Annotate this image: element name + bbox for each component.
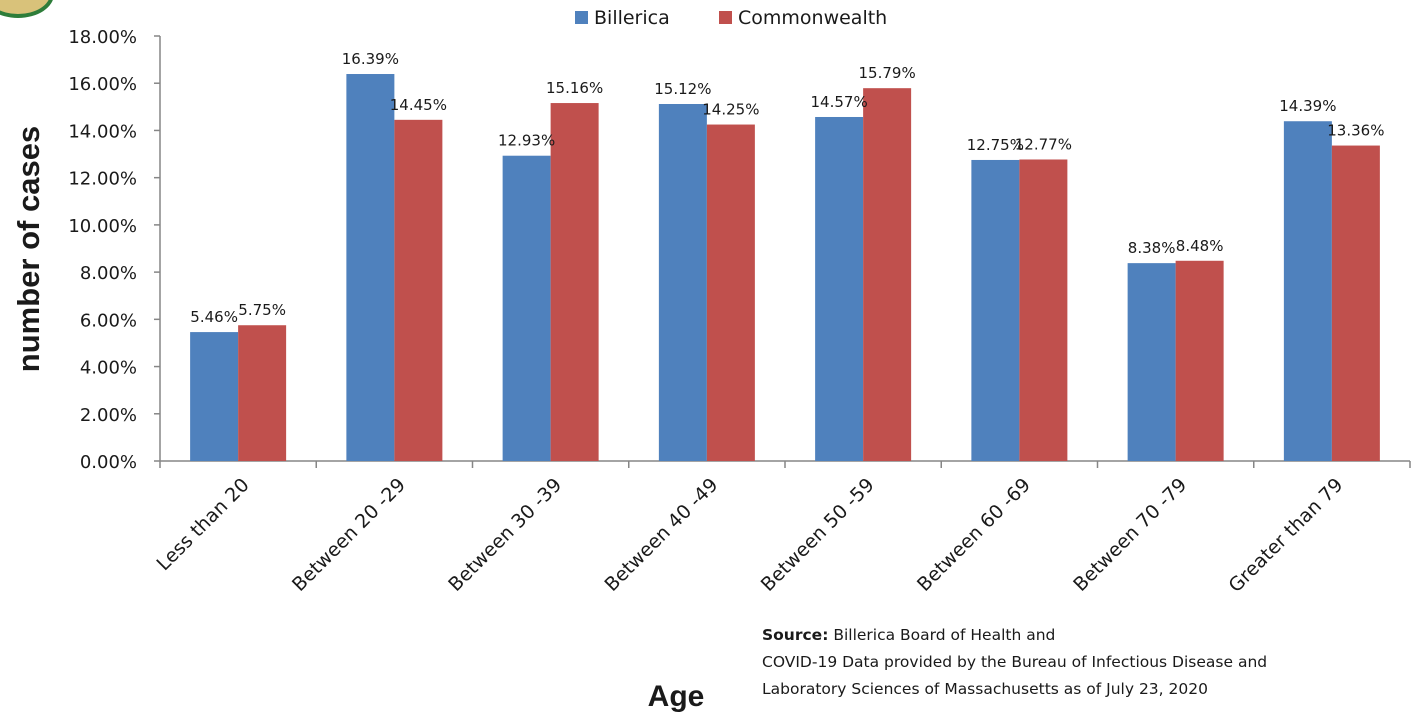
y-tick-label: 16.00% xyxy=(68,74,137,95)
bar-commonwealth-4 xyxy=(863,88,912,462)
y-tick-label: 10.00% xyxy=(68,216,137,237)
category-label: Between 70 -79 xyxy=(1069,474,1191,596)
data-label-billerica-5: 12.75% xyxy=(967,136,1024,154)
data-label-billerica-0: 5.46% xyxy=(190,308,238,326)
data-label-billerica-4: 14.57% xyxy=(811,93,868,111)
bar-commonwealth-0 xyxy=(238,325,287,461)
data-label-commonwealth-1: 14.45% xyxy=(390,96,447,114)
category-label: Between 20 -29 xyxy=(288,474,410,596)
category-label: Between 30 -39 xyxy=(444,474,566,596)
category-label: Between 60 -69 xyxy=(913,474,1035,596)
data-label-commonwealth-7: 13.36% xyxy=(1327,122,1384,140)
x-axis-title: Age xyxy=(648,680,705,713)
y-tick-label: 8.00% xyxy=(80,263,137,284)
data-label-commonwealth-3: 14.25% xyxy=(702,101,759,119)
category-label: Less than 20 xyxy=(152,474,253,575)
legend-swatch-commonwealth xyxy=(719,11,732,24)
data-label-commonwealth-4: 15.79% xyxy=(859,64,916,82)
data-label-billerica-6: 8.38% xyxy=(1128,239,1176,257)
category-label: Between 40 -49 xyxy=(600,474,722,596)
bar-billerica-4 xyxy=(815,116,864,461)
y-tick-label: 6.00% xyxy=(80,310,137,331)
bar-billerica-1 xyxy=(346,74,395,461)
bar-commonwealth-5 xyxy=(1019,159,1068,461)
legend-label-billerica: Billerica xyxy=(594,7,670,29)
category-label: Between 50 -59 xyxy=(757,474,879,596)
y-tick-label: 2.00% xyxy=(80,405,137,426)
source-text-1: Billerica Board of Health and xyxy=(828,626,1056,644)
category-label: Greater than 79 xyxy=(1224,474,1347,597)
y-tick-label: 12.00% xyxy=(68,169,137,190)
data-label-billerica-3: 15.12% xyxy=(654,80,711,98)
x-axis xyxy=(159,460,1411,468)
source-line-2: COVID-19 Data provided by the Bureau of … xyxy=(762,653,1268,671)
data-label-billerica-7: 14.39% xyxy=(1279,97,1336,115)
y-tick-label: 4.00% xyxy=(80,358,137,379)
bar-billerica-6 xyxy=(1127,263,1176,461)
y-tick-label: 14.00% xyxy=(68,121,137,142)
legend-label-commonwealth: Commonwealth xyxy=(738,7,887,29)
bar-commonwealth-3 xyxy=(706,124,755,462)
y-axis-title: number of cases xyxy=(11,126,46,372)
legend: Billerica Commonwealth xyxy=(575,7,887,29)
bar-commonwealth-1 xyxy=(394,119,443,461)
bar-commonwealth-7 xyxy=(1331,145,1380,462)
bar-commonwealth-2 xyxy=(550,103,599,462)
data-label-commonwealth-0: 5.75% xyxy=(238,301,286,319)
y-tick-label: 0.00% xyxy=(80,452,137,473)
bars xyxy=(190,74,1380,462)
source-line-3: Laboratory Sciences of Massachusetts as … xyxy=(762,680,1208,698)
legend-swatch-billerica xyxy=(575,11,588,24)
category-labels: Less than 20 Between 20 -29 Between 30 -39… xyxy=(152,474,1347,597)
data-label-commonwealth-6: 8.48% xyxy=(1176,237,1224,255)
bar-billerica-2 xyxy=(502,155,551,462)
y-tick-label: 18.00% xyxy=(68,27,137,48)
data-labels: 5.46% 5.75% 16.39% 14.45% 12.93% 15.16% 15.12%… xyxy=(190,50,1384,326)
bar-billerica-3 xyxy=(658,104,707,461)
source-line-1: Source: Billerica Board of Health and xyxy=(762,622,1267,649)
bar-commonwealth-6 xyxy=(1175,260,1224,461)
bar-billerica-0 xyxy=(190,332,239,461)
data-label-commonwealth-5: 12.77% xyxy=(1015,135,1072,153)
data-label-billerica-1: 16.39% xyxy=(342,50,399,68)
data-label-commonwealth-2: 15.16% xyxy=(546,79,603,97)
y-axis: 0.00% 2.00% 4.00% 6.00% 8.00% 10.00% 12.00% 14.… xyxy=(68,27,161,473)
bar-billerica-7 xyxy=(1283,121,1332,461)
data-label-billerica-2: 12.93% xyxy=(498,132,555,150)
bar-billerica-5 xyxy=(971,159,1020,462)
source-label: Source: xyxy=(762,626,829,644)
source-note: Source: Billerica Board of Health and CO… xyxy=(762,622,1267,703)
